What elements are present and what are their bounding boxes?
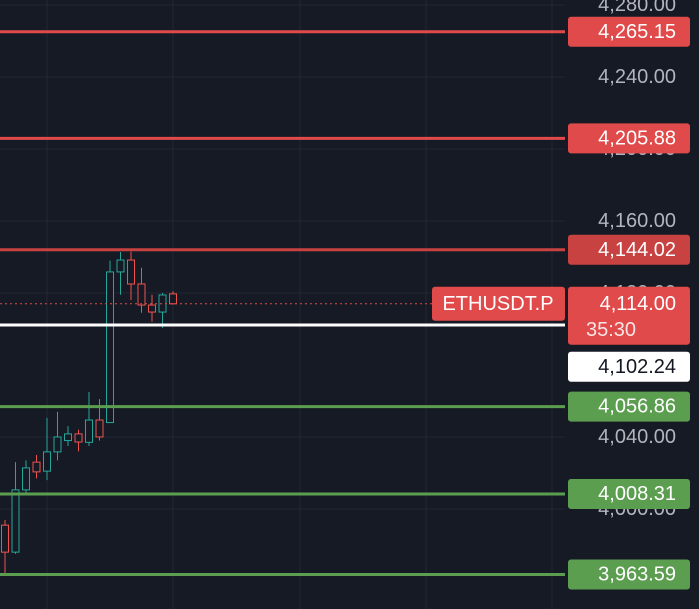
level-label: 3,963.59 bbox=[598, 563, 676, 585]
level-label: 4,008.31 bbox=[598, 483, 676, 505]
countdown: 35:30 bbox=[586, 319, 636, 341]
candle-body bbox=[127, 259, 135, 285]
level-label: 4,144.02 bbox=[598, 239, 676, 261]
candles bbox=[1, 251, 177, 575]
level-badge bbox=[568, 351, 690, 382]
last-price-badge bbox=[568, 286, 690, 345]
level-label: 4,056.86 bbox=[598, 396, 676, 418]
candle-body bbox=[53, 436, 62, 453]
candle-body bbox=[85, 419, 93, 443]
level-label: 4,205.88 bbox=[598, 127, 676, 149]
candle-body bbox=[169, 293, 177, 305]
symbol-badge bbox=[432, 286, 565, 321]
y-tick-label: 4,280.00 bbox=[598, 0, 676, 16]
candle-body bbox=[148, 304, 156, 313]
candle-body bbox=[1, 524, 9, 553]
level-badge bbox=[568, 234, 690, 265]
y-tick-label: 4,160.00 bbox=[598, 210, 676, 232]
candle-body bbox=[95, 419, 104, 438]
candle-body bbox=[106, 271, 114, 424]
level-label: 4,102.24 bbox=[598, 356, 676, 378]
candle-body bbox=[64, 433, 72, 442]
candle-body bbox=[11, 489, 20, 553]
levels bbox=[0, 30, 565, 576]
candle-body bbox=[32, 461, 41, 473]
level-badge bbox=[568, 123, 690, 154]
level-label: 4,265.15 bbox=[598, 21, 676, 43]
symbol-label: ETHUSDT.P bbox=[442, 293, 553, 315]
candle-body bbox=[74, 433, 83, 443]
level-badge bbox=[568, 391, 690, 422]
candle-body bbox=[43, 451, 51, 472]
candle-body bbox=[116, 259, 125, 273]
level-badge bbox=[568, 478, 690, 509]
y-tick-label: 4,040.00 bbox=[598, 426, 676, 448]
level-badge bbox=[568, 16, 690, 47]
candle-body bbox=[22, 467, 30, 491]
candle-body bbox=[137, 283, 146, 306]
price-labels: ETHUSDT.P 4,114.00 35:30 4,265.15 4,205.88 4,… bbox=[432, 16, 690, 590]
level-badge bbox=[568, 559, 690, 590]
y-tick-label: 4,240.00 bbox=[598, 66, 676, 88]
last-price-label: 4,114.00 bbox=[600, 293, 676, 315]
